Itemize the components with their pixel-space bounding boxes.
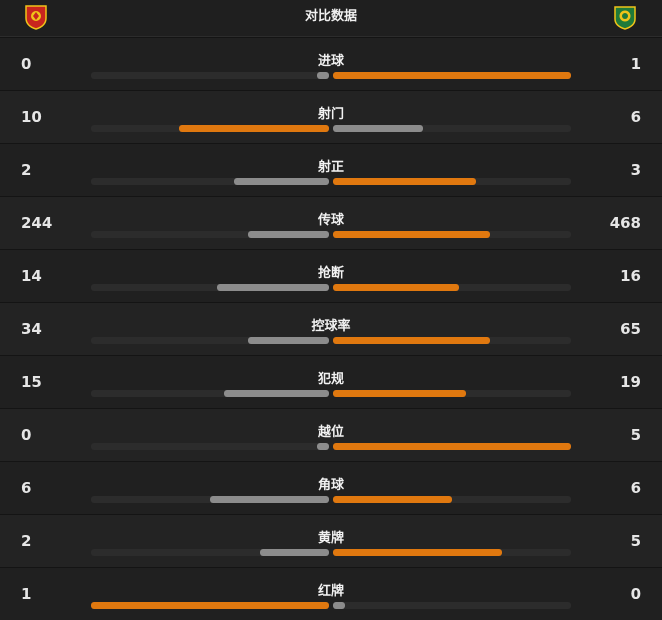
away-bar-fill: [333, 284, 460, 291]
away-bar-track: [333, 390, 571, 397]
home-bar-fill: [217, 284, 329, 291]
home-stat-value: 244: [21, 214, 53, 232]
away-bar-track: [333, 284, 571, 291]
stat-label: 进球: [317, 54, 344, 69]
away-stat-value: 3: [630, 161, 641, 179]
home-bar-track: [91, 602, 329, 609]
away-bar-track: [333, 549, 571, 556]
home-bar-track: [91, 443, 329, 450]
away-bar-track: [333, 496, 571, 503]
stat-label: 传球: [317, 213, 344, 228]
stat-row: 15 犯规 19: [0, 355, 662, 408]
beijing-guoan-crest-icon: [614, 6, 636, 30]
away-stat-value: 468: [609, 214, 641, 232]
away-stat-value: 1: [630, 55, 641, 73]
home-stat-value: 0: [21, 426, 32, 444]
home-stat-value: 10: [21, 108, 42, 126]
home-bar-fill: [179, 125, 329, 132]
away-bar-track: [333, 337, 571, 344]
home-bar-fill: [210, 496, 329, 503]
stat-row: 2 射正 3: [0, 143, 662, 196]
away-bar-fill: [333, 602, 345, 609]
home-bar-fill: [248, 231, 329, 238]
stat-label: 越位: [317, 425, 344, 440]
stat-label: 红牌: [317, 584, 344, 599]
home-stat-value: 2: [21, 161, 32, 179]
home-bar-fill: [91, 602, 329, 609]
home-bar-track: [91, 178, 329, 185]
away-bar-fill: [333, 231, 491, 238]
stat-label: 控球率: [311, 319, 351, 334]
stat-row: 1 红牌 0: [0, 567, 662, 620]
stat-label: 黄牌: [317, 531, 344, 546]
home-stat-value: 34: [21, 320, 42, 338]
away-bar-fill: [333, 178, 476, 185]
stat-label: 射门: [317, 107, 344, 122]
home-stat-value: 1: [21, 585, 32, 603]
stat-row: 34 控球率 65: [0, 302, 662, 355]
home-stat-value: 15: [21, 373, 42, 391]
away-stat-value: 65: [620, 320, 641, 338]
away-stat-value: 5: [630, 532, 641, 550]
home-stat-value: 2: [21, 532, 32, 550]
away-bar-track: [333, 72, 571, 79]
home-bar-track: [91, 390, 329, 397]
home-stat-value: 14: [21, 267, 42, 285]
away-bar-track: [333, 443, 571, 450]
stat-row: 10 射门 6: [0, 90, 662, 143]
away-bar-track: [333, 602, 571, 609]
home-bar-fill: [233, 178, 329, 185]
home-bar-fill: [248, 337, 329, 344]
home-stat-value: 6: [21, 479, 32, 497]
home-bar-track: [91, 549, 329, 556]
away-stat-value: 19: [620, 373, 641, 391]
home-bar-track: [91, 231, 329, 238]
home-bar-track: [91, 496, 329, 503]
away-bar-fill: [333, 125, 424, 132]
away-stat-value: 16: [620, 267, 641, 285]
home-bar-track: [91, 284, 329, 291]
stat-label: 射正: [317, 160, 344, 175]
away-stat-value: 0: [630, 585, 641, 603]
home-bar-fill: [317, 72, 329, 79]
stat-label: 角球: [317, 478, 344, 493]
away-bar-fill: [333, 337, 491, 344]
home-bar-track: [91, 125, 329, 132]
stat-row: 0 进球 1: [0, 37, 662, 90]
stat-label: 抢断: [317, 266, 344, 281]
away-bar-fill: [333, 549, 502, 556]
stats-header: 对比数据: [0, 0, 662, 37]
away-bar-fill: [333, 72, 571, 79]
away-bar-track: [333, 125, 571, 132]
away-stat-value: 5: [630, 426, 641, 444]
home-bar-fill: [259, 549, 329, 556]
home-stat-value: 0: [21, 55, 32, 73]
away-stat-value: 6: [630, 108, 641, 126]
stat-row: 14 抢断 16: [0, 249, 662, 302]
stat-row: 2 黄牌 5: [0, 514, 662, 567]
home-bar-track: [91, 337, 329, 344]
away-bar-fill: [333, 390, 467, 397]
home-bar-fill: [224, 390, 329, 397]
stat-row: 6 角球 6: [0, 461, 662, 514]
stats-list: 0 进球 1 10 射门 6 2 射正 3 244 传球 468 14 抢断 16 34 控球率 65 15 犯规 19…: [0, 37, 662, 620]
home-bar-track: [91, 72, 329, 79]
away-bar-fill: [333, 496, 452, 503]
away-stat-value: 6: [630, 479, 641, 497]
away-bar-track: [333, 178, 571, 185]
stat-row: 244 传球 468: [0, 196, 662, 249]
home-bar-fill: [317, 443, 329, 450]
away-bar-track: [333, 231, 571, 238]
stat-label: 犯规: [317, 372, 344, 387]
stat-row: 0 越位 5: [0, 408, 662, 461]
guangzhou-fc-crest-icon: [25, 5, 47, 30]
page-title: 对比数据: [304, 9, 357, 24]
away-bar-fill: [333, 443, 571, 450]
